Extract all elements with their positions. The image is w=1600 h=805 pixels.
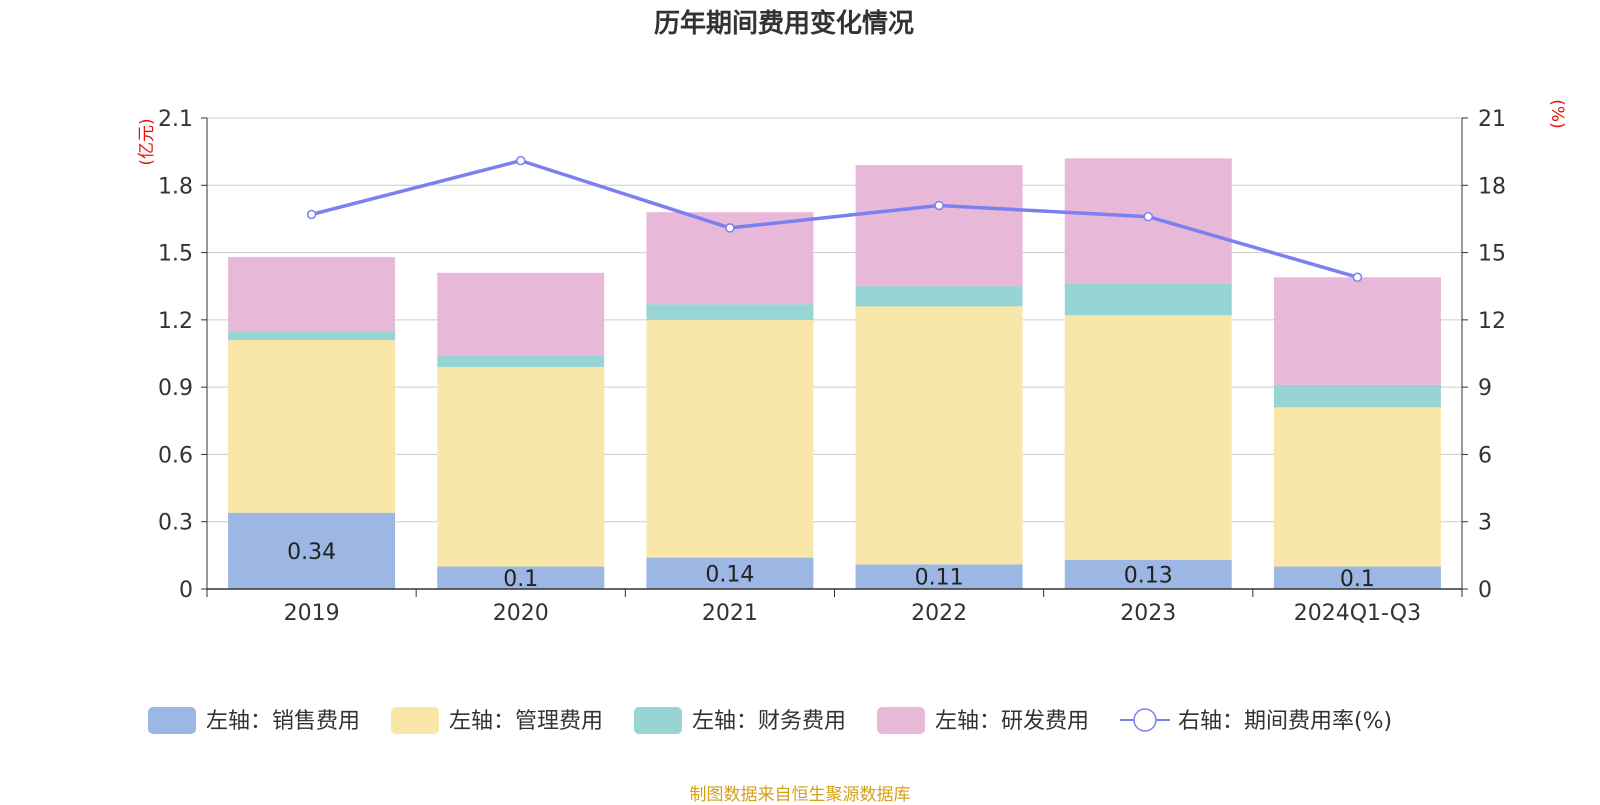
legend-label: 左轴：销售费用 xyxy=(206,709,360,734)
bar-segment xyxy=(1273,384,1441,408)
left-axis-tick-label: 1.5 xyxy=(158,242,193,267)
rate-line xyxy=(311,158,1358,279)
right-axis-unit: (%) xyxy=(1547,99,1567,128)
legend-swatch xyxy=(877,707,925,734)
legend-label: 左轴：财务费用 xyxy=(692,709,846,734)
bar-data-label: 0.13 xyxy=(1124,563,1173,588)
right-axis-tick-label: 12 xyxy=(1478,309,1506,334)
legend-swatch xyxy=(148,707,196,734)
bar-segment xyxy=(228,331,396,341)
axes: 0 0.3 0.6 0.9 1.2 1.5 1.8 2.1(亿元) 0 3 6 9 12 15 18 21 (%… xyxy=(137,99,1567,626)
x-axis-tick-label: 2024Q1-Q3 xyxy=(1294,601,1421,626)
bar-segment xyxy=(228,340,396,513)
left-axis-tick-label: 1.8 xyxy=(158,174,193,199)
legend-swatch xyxy=(391,707,439,734)
rate-point xyxy=(1352,272,1363,282)
bar-data-label: 0.34 xyxy=(287,540,336,565)
legend-label: 右轴：期间费用率(%) xyxy=(1178,709,1392,734)
x-axis-tick-label: 2019 xyxy=(284,601,340,626)
bar-segment xyxy=(1064,283,1232,316)
left-axis-tick-label: 0.6 xyxy=(158,443,193,468)
bar-segment xyxy=(646,319,814,558)
bar-segment xyxy=(855,165,1023,287)
bar-segment xyxy=(1064,315,1232,560)
x-axis-tick-label: 2020 xyxy=(493,601,549,626)
bar-data-label: 0.1 xyxy=(503,567,538,592)
bar-segment xyxy=(855,286,1023,307)
bar-data-label: 0.14 xyxy=(705,562,754,587)
left-axis-tick-label: 1.2 xyxy=(158,309,193,334)
right-axis-tick-label: 15 xyxy=(1478,242,1506,267)
rate-point xyxy=(1143,211,1153,222)
bar-data-labels: 0.34 0.1 0.14 0.11 0.13 0.1 xyxy=(287,540,1375,592)
rate-point xyxy=(934,200,944,211)
left-axis-tick-label: 0.3 xyxy=(158,511,193,536)
right-axis-tick-label: 0 xyxy=(1478,578,1492,603)
bar-segment xyxy=(228,512,396,589)
line-series xyxy=(306,155,1363,282)
x-axis-tick-label: 2021 xyxy=(702,601,758,626)
bar-segment xyxy=(437,355,605,367)
grid-lines xyxy=(207,117,1462,523)
right-axis-tick-label: 18 xyxy=(1478,174,1506,199)
rate-point xyxy=(516,155,526,166)
bar-series xyxy=(228,158,1441,589)
bar-data-label: 0.11 xyxy=(915,566,964,591)
source-note: 制图数据来自恒生聚源数据库 xyxy=(689,785,911,805)
bar-segment xyxy=(228,257,396,332)
left-axis-unit: (亿元) xyxy=(137,118,157,165)
left-axis-tick-label: 0 xyxy=(179,578,193,603)
x-axis-tick-label: 2023 xyxy=(1120,601,1176,626)
legend: 左轴：销售费用 左轴：管理费用 左轴：财务费用 左轴：研发费用 右轴：期间费用率(%) xyxy=(148,707,1392,734)
right-axis-tick-label: 3 xyxy=(1478,511,1492,536)
bar-segment xyxy=(1064,559,1232,589)
rate-point xyxy=(725,223,735,233)
legend-label: 左轴：研发费用 xyxy=(935,709,1089,734)
left-axis-tick-label: 0.9 xyxy=(158,376,193,401)
x-axis-tick-label: 2022 xyxy=(911,601,967,626)
right-axis-tick-label: 9 xyxy=(1478,376,1492,401)
bar-segment xyxy=(437,566,605,589)
chart-title: 历年期间费用变化情况 xyxy=(654,8,914,39)
bar-segment xyxy=(646,557,814,589)
bar-segment xyxy=(1273,566,1441,589)
rate-point xyxy=(306,209,317,220)
left-axis-tick-label: 2.1 xyxy=(158,107,193,132)
right-axis-tick-label: 6 xyxy=(1478,443,1492,468)
bar-segment xyxy=(855,564,1023,589)
bar-segment xyxy=(646,304,814,320)
right-axis-tick-label: 21 xyxy=(1478,107,1506,132)
bar-segment xyxy=(1273,407,1441,567)
bar-data-label: 0.1 xyxy=(1340,567,1375,592)
legend-swatch xyxy=(634,707,682,734)
legend-label: 左轴：管理费用 xyxy=(449,709,603,734)
bar-segment xyxy=(855,306,1023,565)
legend-marker xyxy=(1133,708,1157,732)
bar-segment xyxy=(437,366,605,567)
bar-segment xyxy=(1273,277,1441,385)
bar-segment xyxy=(437,272,605,356)
